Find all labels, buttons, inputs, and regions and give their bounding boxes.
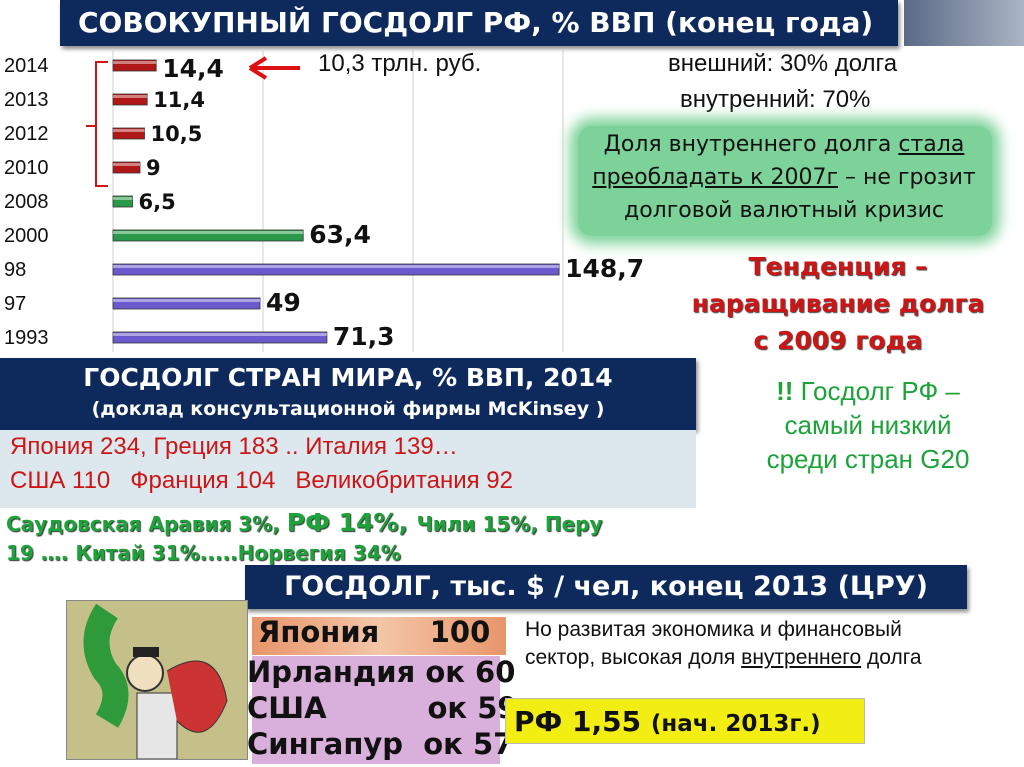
world-debt-box: Япония 234, Греция 183 .. Италия 139… СШ… [0, 430, 696, 508]
data-label: 14,4 [162, 54, 224, 83]
category-label: 2000 [4, 225, 49, 247]
world-debt-header: ГОСДОЛГ СТРАН МИРА, % ВВП, 2014 (доклад … [0, 358, 696, 430]
trend-note: Тенденция – наращивание долга с 2009 год… [691, 252, 985, 355]
japan-box [252, 617, 506, 655]
category-label: 2012 [4, 123, 49, 145]
category-label: 2014 [4, 55, 49, 77]
ireland-per-capita: Ирландия ок 60 [247, 655, 516, 689]
bar-highlight [113, 163, 140, 166]
debt-cartoon-image [66, 600, 248, 760]
g20-note: !! Госдолг РФ – самый низкий среди стран… [766, 376, 970, 474]
category-label: 2010 [4, 157, 49, 179]
data-label: 148,7 [565, 254, 644, 283]
bar-highlight [113, 129, 145, 132]
low-debt-countries-2: 19 …. Китай 31%.....Норвегия 34% [6, 541, 401, 565]
external-share: внешний: 30% долга [668, 50, 898, 77]
decorative-strip [904, 0, 1024, 46]
data-label: 11,4 [153, 88, 205, 112]
world-line-2: США 110 Франция 104 Великобритания 92 [10, 467, 514, 494]
category-label: 97 [4, 293, 26, 315]
category-label: 98 [4, 259, 26, 281]
bar-highlight [113, 231, 304, 234]
internal-share: внутренний: 70% [680, 86, 871, 113]
data-label: 9 [146, 156, 161, 180]
developed-economy-note: Но развитая экономика и финансовый секто… [525, 618, 922, 669]
bar-highlight [113, 299, 260, 302]
singapore-per-capita: Сингапур ок 57 [247, 727, 514, 761]
category-label: 2013 [4, 89, 49, 111]
bar [112, 127, 145, 140]
year-bracket [95, 61, 108, 187]
low-debt-countries: Саудовская Аравия 3%, РФ 14%, Чили 15%, … [6, 508, 603, 537]
bar [112, 93, 148, 106]
internal-debt-note: Доля внутреннего долга стала преобладать… [592, 132, 976, 223]
bar-highlight [113, 61, 157, 64]
data-label: 6,5 [139, 190, 176, 214]
japan-per-capita: Япония 100 [258, 615, 491, 649]
world-line-1: Япония 234, Греция 183 .. Италия 139… [10, 433, 458, 460]
data-label: 63,4 [309, 220, 371, 249]
bar [112, 161, 141, 174]
usa-per-capita: США ок 59 [247, 691, 518, 725]
bar-highlight [113, 333, 327, 336]
countries-box [252, 656, 500, 764]
bar [112, 263, 560, 276]
bar-highlight [113, 95, 148, 98]
bar-highlight [113, 197, 133, 200]
arrow-head [248, 56, 268, 80]
bar-highlight [113, 265, 560, 268]
bar [112, 195, 133, 208]
debt-bar-chart: 2014 14,4 2013 11,4 2012 10,5 2010 9 2008 6,5 2000… [4, 50, 644, 352]
per-capita-header: ГОСДОЛГ, тыс. $ / чел, конец 2013 (ЦРУ) [245, 565, 967, 609]
data-label: 49 [266, 288, 301, 317]
category-label: 1993 [4, 327, 49, 349]
page-title: СОВОКУПНЫЙ ГОСДОЛГ РФ, % ВВП (конец года… [60, 0, 898, 46]
bar [112, 297, 261, 310]
data-label: 71,3 [333, 322, 395, 351]
trillion-label: 10,3 трлн. руб. [318, 50, 482, 77]
bar [112, 331, 328, 344]
data-label: 10,5 [151, 122, 203, 146]
bar [112, 59, 157, 72]
category-label: 2008 [4, 191, 49, 213]
green-highlight [578, 126, 992, 236]
rf-per-capita: РФ 1,55 (нач. 2013г.) [505, 698, 865, 744]
bar [112, 229, 304, 242]
